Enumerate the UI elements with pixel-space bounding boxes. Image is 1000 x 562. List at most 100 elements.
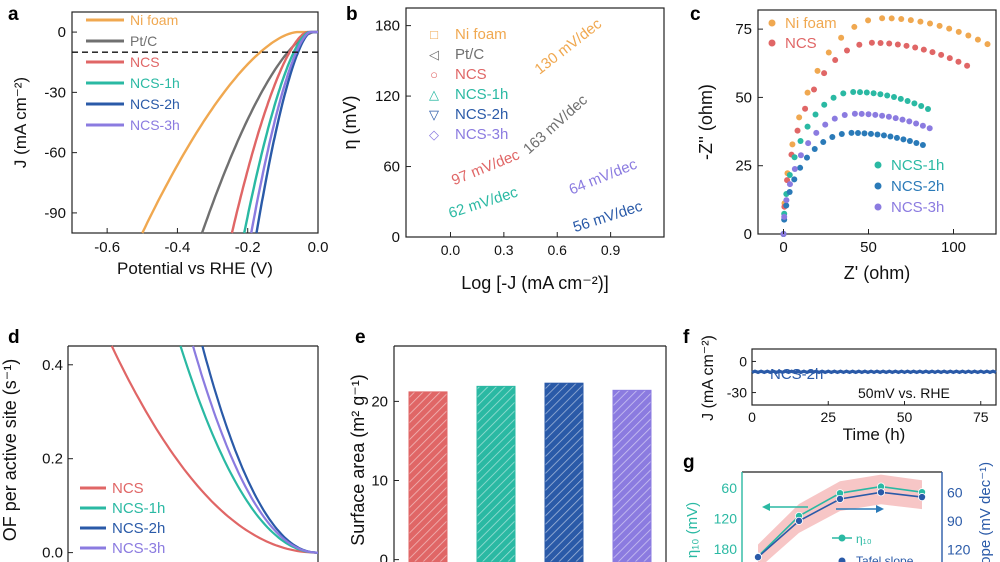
data-point-NCS-3h	[879, 112, 886, 119]
data-point-NCS-1h	[786, 171, 793, 178]
y-tick-label: 0.4	[42, 357, 63, 374]
x-tick-label: 0.3	[494, 242, 514, 258]
legend-marker: ▽	[429, 107, 439, 122]
data-point-Ni foam	[804, 89, 811, 96]
data-point-NCS-2h	[854, 130, 861, 137]
legend-label: NCS-3h	[130, 117, 180, 133]
x-tick-label: 0	[748, 409, 756, 425]
data-point-NCS-2h	[783, 202, 790, 209]
panel-c: 0 50 100 0 25 50 75 Z' (ohm) -Z'' (ohm) Ni foam NC…	[696, 9, 997, 283]
data-point-NCS-2h	[791, 176, 798, 183]
data-point-NCS-2h	[786, 189, 793, 196]
legend-label: NCS	[112, 480, 144, 497]
legend-label: NCS-3h	[455, 126, 508, 143]
data-point-NCS	[964, 62, 971, 69]
y-tick-label: -30	[727, 385, 747, 401]
data-point-NCS-2h	[880, 132, 887, 139]
data-point-NCS-1h	[821, 101, 828, 108]
data-point-NCS-3h	[797, 152, 804, 159]
panel-label-f: f	[683, 327, 690, 348]
slope-label: 64 mV/dec	[567, 156, 640, 199]
x-axis-label: Potential vs RHE (V)	[117, 259, 273, 278]
data-point	[918, 493, 927, 502]
data-point-NCS	[920, 46, 927, 53]
slope-label: 56 mV/dec	[571, 198, 645, 236]
data-point-NCS-3h	[791, 166, 798, 173]
legend-label: NCS-1h	[130, 75, 180, 91]
data-point-NCS-3h	[813, 129, 820, 136]
legend-marker	[768, 39, 776, 47]
panel-label-c: c	[690, 4, 701, 25]
data-point-NCS-3h	[781, 213, 788, 220]
x-tick-label: 0.0	[308, 239, 329, 256]
data-point-NCS-1h	[804, 123, 811, 130]
legend-marker: ◇	[429, 127, 439, 142]
data-point-NCS-2h	[803, 154, 810, 161]
data-point-NCS-2h	[919, 142, 926, 149]
panel-label-d: d	[8, 327, 20, 348]
series-label: NCS-2h	[770, 366, 823, 383]
x-axis-label: Z' (ohm)	[844, 263, 910, 283]
data-point-NCS	[938, 51, 945, 58]
confidence-band	[758, 474, 922, 562]
legend-label: NCS	[455, 66, 487, 83]
y-tick-label: -30	[44, 84, 66, 101]
y-axis-label: J (mA cm⁻²)	[700, 335, 717, 421]
y-tick-label: 25	[735, 158, 752, 175]
bar-NCS	[408, 391, 448, 562]
data-point-NCS	[946, 55, 953, 62]
data-point	[836, 494, 845, 503]
data-point-NCS	[903, 42, 910, 49]
series-line-NCS-2h	[751, 369, 997, 375]
data-point-NCS	[843, 47, 850, 54]
slope-label: 97 mV/dec	[449, 146, 522, 189]
legend-label: Tafel slope	[856, 554, 914, 562]
x-tick-label: 0.0	[441, 242, 461, 258]
legend-marker	[838, 534, 846, 542]
data-point-NCS-3h	[851, 110, 858, 117]
data-point-Ni foam	[814, 67, 821, 74]
data-point-NCS	[821, 70, 828, 77]
x-axis-label: Log [-J (mA cm⁻²)]	[461, 273, 609, 293]
data-point-NCS	[868, 39, 875, 46]
data-point-NCS	[955, 58, 962, 65]
panel-label-a: a	[8, 4, 19, 25]
legend-marker	[838, 557, 846, 562]
data-point-NCS-2h	[861, 130, 868, 137]
panel-c-frame	[757, 9, 997, 235]
slope-label: 62 mV/dec	[446, 184, 520, 222]
y-axis-label: Surface area (m² g⁻¹)	[348, 374, 368, 546]
data-point-NCS-2h	[797, 164, 804, 171]
x-tick-label: 0.6	[548, 242, 568, 258]
legend-marker: □	[430, 27, 438, 42]
data-point-NCS-1h	[797, 137, 804, 144]
data-point-Ni foam	[946, 25, 953, 32]
data-point-NCS	[894, 41, 901, 48]
bar-NCS-3h	[612, 389, 652, 562]
data-point-NCS-3h	[805, 140, 812, 147]
series-line-NCS-1h	[243, 30, 319, 234]
data-point-Ni foam	[955, 28, 962, 35]
x-tick-label: 50	[860, 239, 877, 256]
series-line-NCS	[110, 345, 318, 554]
data-point-NCS-1h	[840, 90, 847, 97]
series-line-NCS-3h	[250, 30, 319, 234]
data-point-NCS-3h	[783, 197, 790, 204]
data-point-Ni foam	[796, 114, 803, 121]
slope-label: 163 mV/dec	[520, 91, 591, 158]
legend-label: NCS-2h	[112, 520, 165, 537]
series-line-Pt/C	[200, 30, 319, 234]
x-tick-label: 25	[820, 409, 836, 425]
data-point-NCS-1h	[884, 92, 891, 99]
data-point-NCS-1h	[877, 91, 884, 98]
x-tick-label: 0.9	[601, 242, 621, 258]
data-point-Ni foam	[888, 15, 895, 22]
bar-NCS-1h	[476, 385, 516, 562]
data-point-NCS-1h	[791, 154, 798, 161]
data-point-Ni foam	[917, 18, 924, 25]
data-point-NCS-3h	[919, 122, 926, 129]
y-tick-label: 0.0	[42, 545, 63, 562]
y-tick-label: 120	[375, 88, 400, 105]
